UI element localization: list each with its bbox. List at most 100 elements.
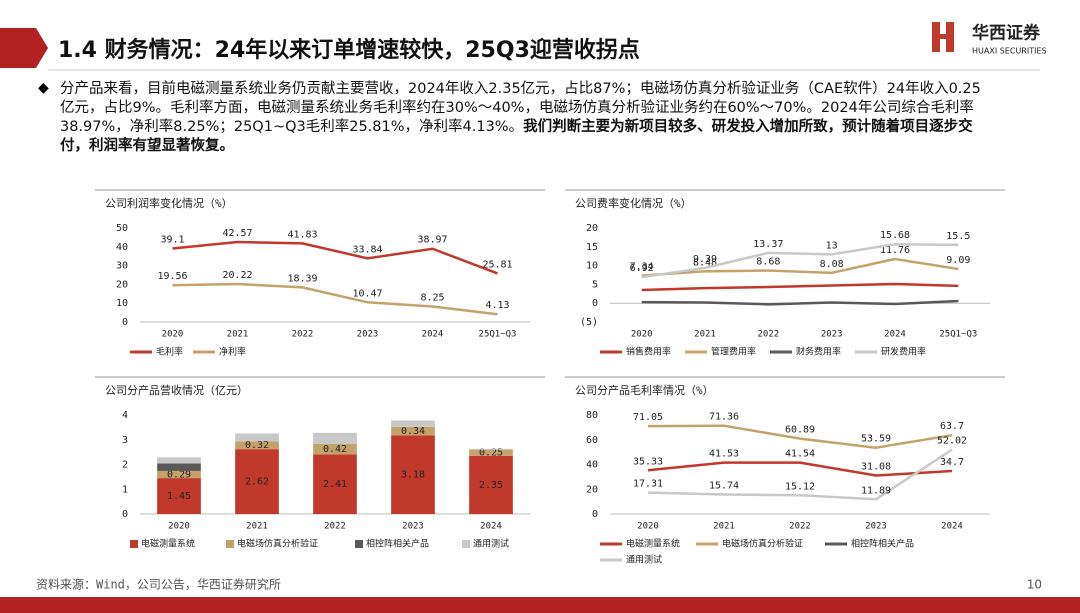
value-label: 15.5: [946, 231, 970, 242]
legend-label: 毛利率: [156, 346, 183, 358]
x-tick-label: 2022: [324, 522, 346, 532]
legend-label: 管理费用率: [711, 346, 756, 358]
chart-title: 公司分产品毛利率情况（%）: [575, 383, 714, 397]
legend-label: 销售费用率: [626, 346, 671, 358]
y-tick-label: 2: [122, 460, 128, 471]
value-label: 0.25: [479, 448, 503, 459]
x-tick-label: 2023: [402, 522, 424, 532]
value-label: 8.48: [693, 257, 717, 268]
y-tick-label: 0: [592, 509, 598, 520]
bar-segment: [469, 455, 513, 514]
line: [647, 461, 953, 477]
logo-en: HUAXI SECURITIES: [972, 47, 1047, 56]
value-label: 41.83: [287, 229, 317, 240]
bar-segment: [235, 449, 279, 514]
x-tick-label: 2023: [357, 330, 379, 340]
bullet-bold: 我们判断主要为新项目较多、研发投入增加所致，预计随着项目逐步交付，利润率有望显著…: [60, 119, 973, 154]
chart-title: 公司费率变化情况（%）: [575, 196, 692, 210]
line: [641, 282, 959, 292]
x-tick-label: 2023: [821, 330, 843, 340]
bar-segment: [313, 454, 357, 514]
value-label: 1.45: [167, 491, 191, 502]
value-label: 11.76: [880, 245, 910, 256]
bar-segment: [391, 426, 435, 436]
value-label: 39.1: [160, 234, 184, 245]
footer-bar: [0, 597, 1080, 613]
value-label: 41.54: [785, 449, 815, 460]
chart-title: 公司分产品营收情况（亿元）: [105, 383, 248, 397]
legend-label: 通用测试: [473, 538, 509, 550]
bar-segment: [157, 457, 201, 464]
value-label: 33.84: [352, 244, 382, 255]
x-tick-label: 2023: [865, 522, 887, 532]
bar-segment: [469, 449, 513, 456]
value-label: 15.12: [785, 481, 815, 492]
value-label: 13: [826, 240, 838, 251]
logo-icon: [932, 34, 954, 39]
value-label: 20.22: [222, 270, 252, 281]
bar-segment: [157, 470, 201, 479]
y-tick-label: 10: [116, 298, 128, 309]
bar-segment: [157, 463, 201, 471]
value-label: 52.02: [937, 436, 967, 447]
bar-segment: [235, 441, 279, 450]
y-tick-label: 1: [122, 484, 128, 495]
value-label: 8.08: [820, 259, 844, 270]
x-tick-label: 2024: [941, 522, 963, 532]
line: [647, 424, 953, 449]
y-tick-label: 60: [586, 435, 598, 446]
x-tick-label: 2021: [246, 522, 268, 532]
value-label: 6.92: [630, 263, 654, 274]
x-tick-label: 25Q1~Q3: [939, 330, 977, 340]
slide-title: 1.4 财务情况：24年以来订单增速较快，25Q3迎营收拐点: [58, 38, 640, 63]
bar-segment: [235, 433, 279, 442]
legend-label: 通用测试: [626, 554, 662, 566]
y-tick-label: 40: [116, 242, 128, 253]
legend-label: 电磁测量系统: [141, 538, 195, 550]
legend-label: 财务费用率: [796, 346, 841, 358]
legend-label: 电磁场仿真分析验证: [237, 538, 318, 550]
legend-swatch: [130, 540, 138, 548]
value-label: 41.53: [709, 449, 739, 460]
y-tick-label: (5): [580, 317, 598, 328]
x-tick-label: 2020: [637, 522, 659, 532]
x-tick-label: 2020: [162, 330, 184, 340]
value-label: 2.62: [245, 477, 269, 488]
y-tick-label: 10: [586, 261, 598, 272]
logo-cn: 华西证券: [972, 23, 1041, 44]
bullet-text: 分产品来看，目前电磁测量系统业务仍贡献主要营收，2024年收入2.35亿元，占比…: [60, 80, 995, 156]
x-tick-label: 25Q1~Q3: [479, 330, 517, 340]
value-label: 2.41: [323, 479, 347, 490]
value-label: 19.56: [157, 271, 187, 282]
bullet-body: 分产品来看，目前电磁测量系统业务仍贡献主要营收，2024年收入2.35亿元，占比…: [60, 81, 981, 135]
page-number: 10: [1027, 578, 1042, 592]
legend-label: 相控阵相关产品: [366, 538, 429, 550]
x-tick-label: 2024: [422, 330, 444, 340]
x-tick-label: 2020: [168, 522, 190, 532]
value-label: 2.35: [479, 480, 503, 491]
legend-swatch: [462, 540, 470, 548]
x-tick-label: 2021: [227, 330, 249, 340]
bar-segment: [391, 420, 435, 427]
legend-label: 净利率: [219, 346, 246, 358]
y-tick-label: 30: [116, 261, 128, 272]
value-label: 8.68: [756, 257, 780, 268]
value-label: 34.7: [940, 457, 964, 468]
x-tick-label: 2020: [631, 330, 653, 340]
line: [641, 242, 959, 279]
value-label: 9.39: [693, 254, 717, 265]
value-label: 13.37: [753, 239, 783, 250]
value-label: 18.39: [287, 273, 317, 284]
x-tick-label: 2022: [789, 522, 811, 532]
value-label: 71.36: [709, 412, 739, 423]
value-label: 4.13: [485, 300, 509, 311]
x-tick-label: 2022: [757, 330, 779, 340]
x-tick-label: 2021: [694, 330, 716, 340]
y-tick-label: 15: [586, 242, 598, 253]
line: [172, 240, 498, 275]
x-tick-label: 2024: [884, 330, 906, 340]
y-tick-label: 20: [586, 223, 598, 234]
value-label: 25.81: [482, 259, 512, 270]
